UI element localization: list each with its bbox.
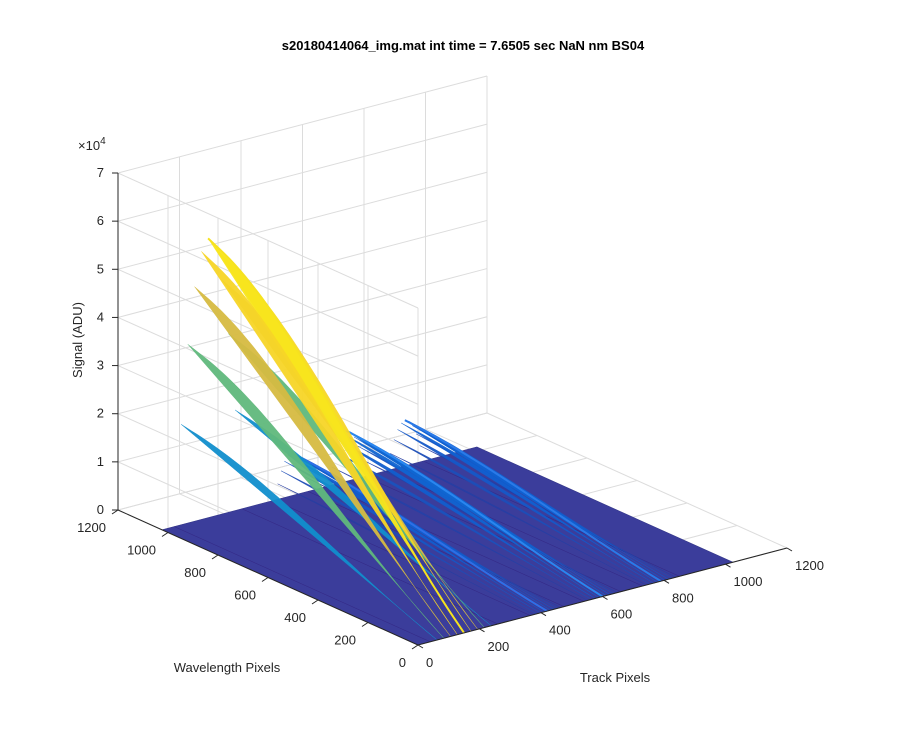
y-tick-mark <box>261 577 269 582</box>
y-tick-mark <box>111 509 119 515</box>
y-tick-label: 0 <box>399 655 406 670</box>
surface-slice <box>287 454 544 613</box>
z-tick-label: 2 <box>97 406 104 421</box>
x-tick-label: 400 <box>549 623 571 638</box>
surface-peak <box>386 419 680 587</box>
x-tick-mark <box>540 612 547 617</box>
surface <box>161 237 734 646</box>
x-tick-label: 600 <box>611 607 633 622</box>
z-exponent-label: ×104 <box>78 136 106 153</box>
y-tick-label: 1000 <box>127 543 156 558</box>
x-tick-label: 1000 <box>734 574 763 589</box>
y-tick-mark <box>311 599 319 605</box>
surface-slice <box>393 439 650 585</box>
surface-slice <box>187 344 444 639</box>
surface-slice <box>174 526 431 642</box>
surface-slice <box>180 424 438 641</box>
surface-slice <box>338 440 596 599</box>
x-tick-mark <box>725 563 731 568</box>
chart-title: s20180414064_img.mat int time = 7.6505 s… <box>282 38 645 53</box>
z-axis-label: Signal (ADU) <box>70 302 85 378</box>
surface-slice <box>274 500 531 616</box>
z-tick-label: 6 <box>97 213 104 228</box>
x-axis-label: Track Pixels <box>580 670 651 685</box>
surface-slice <box>277 483 534 615</box>
surface-slice <box>241 508 498 625</box>
z-tick-label: 3 <box>97 358 104 373</box>
tick-labels: 0200400600800100012000200400600800100012… <box>77 165 824 670</box>
x-tick-mark <box>602 596 608 600</box>
x-tick-mark <box>786 547 793 552</box>
surface-slice <box>397 429 654 584</box>
surface-slice <box>201 251 458 635</box>
surface-slice <box>342 433 599 598</box>
y-tick-label: 800 <box>184 565 206 580</box>
y-tick-mark <box>411 644 419 650</box>
surface-slice <box>390 453 647 586</box>
y-tick-mark <box>161 532 169 537</box>
y-tick-label: 600 <box>234 588 256 603</box>
surface-ridge <box>404 419 662 582</box>
z-tick-label: 0 <box>97 502 104 517</box>
surface-slice <box>194 286 451 637</box>
y-tick-label: 1200 <box>77 520 106 535</box>
surface-peak <box>327 429 622 602</box>
axes-box <box>111 172 793 650</box>
x-tick-mark <box>663 579 670 584</box>
x-tick-label: 0 <box>426 655 433 670</box>
x-tick-label: 800 <box>672 590 694 605</box>
surface-ridge <box>346 429 604 598</box>
surface-peak <box>174 237 498 642</box>
surface-slice <box>401 422 658 583</box>
surface-slice <box>335 451 592 600</box>
y-tick-mark <box>211 554 219 560</box>
z-tick-label: 5 <box>97 261 104 276</box>
z-tick-label: 7 <box>97 165 104 180</box>
z-tick-label: 1 <box>97 454 104 469</box>
x-tick-label: 1200 <box>795 558 824 573</box>
y-axis-label: Wavelength Pixels <box>174 660 281 675</box>
x-tick-mark <box>479 628 485 633</box>
z-tick-label: 4 <box>97 309 104 324</box>
y-tick-label: 200 <box>334 633 356 648</box>
x-tick-mark <box>417 644 424 649</box>
y-tick-mark <box>361 622 369 627</box>
y-tick-label: 400 <box>284 610 306 625</box>
surface-slice <box>386 470 643 587</box>
surface-ridge <box>207 237 465 634</box>
x-tick-label: 200 <box>488 639 510 654</box>
